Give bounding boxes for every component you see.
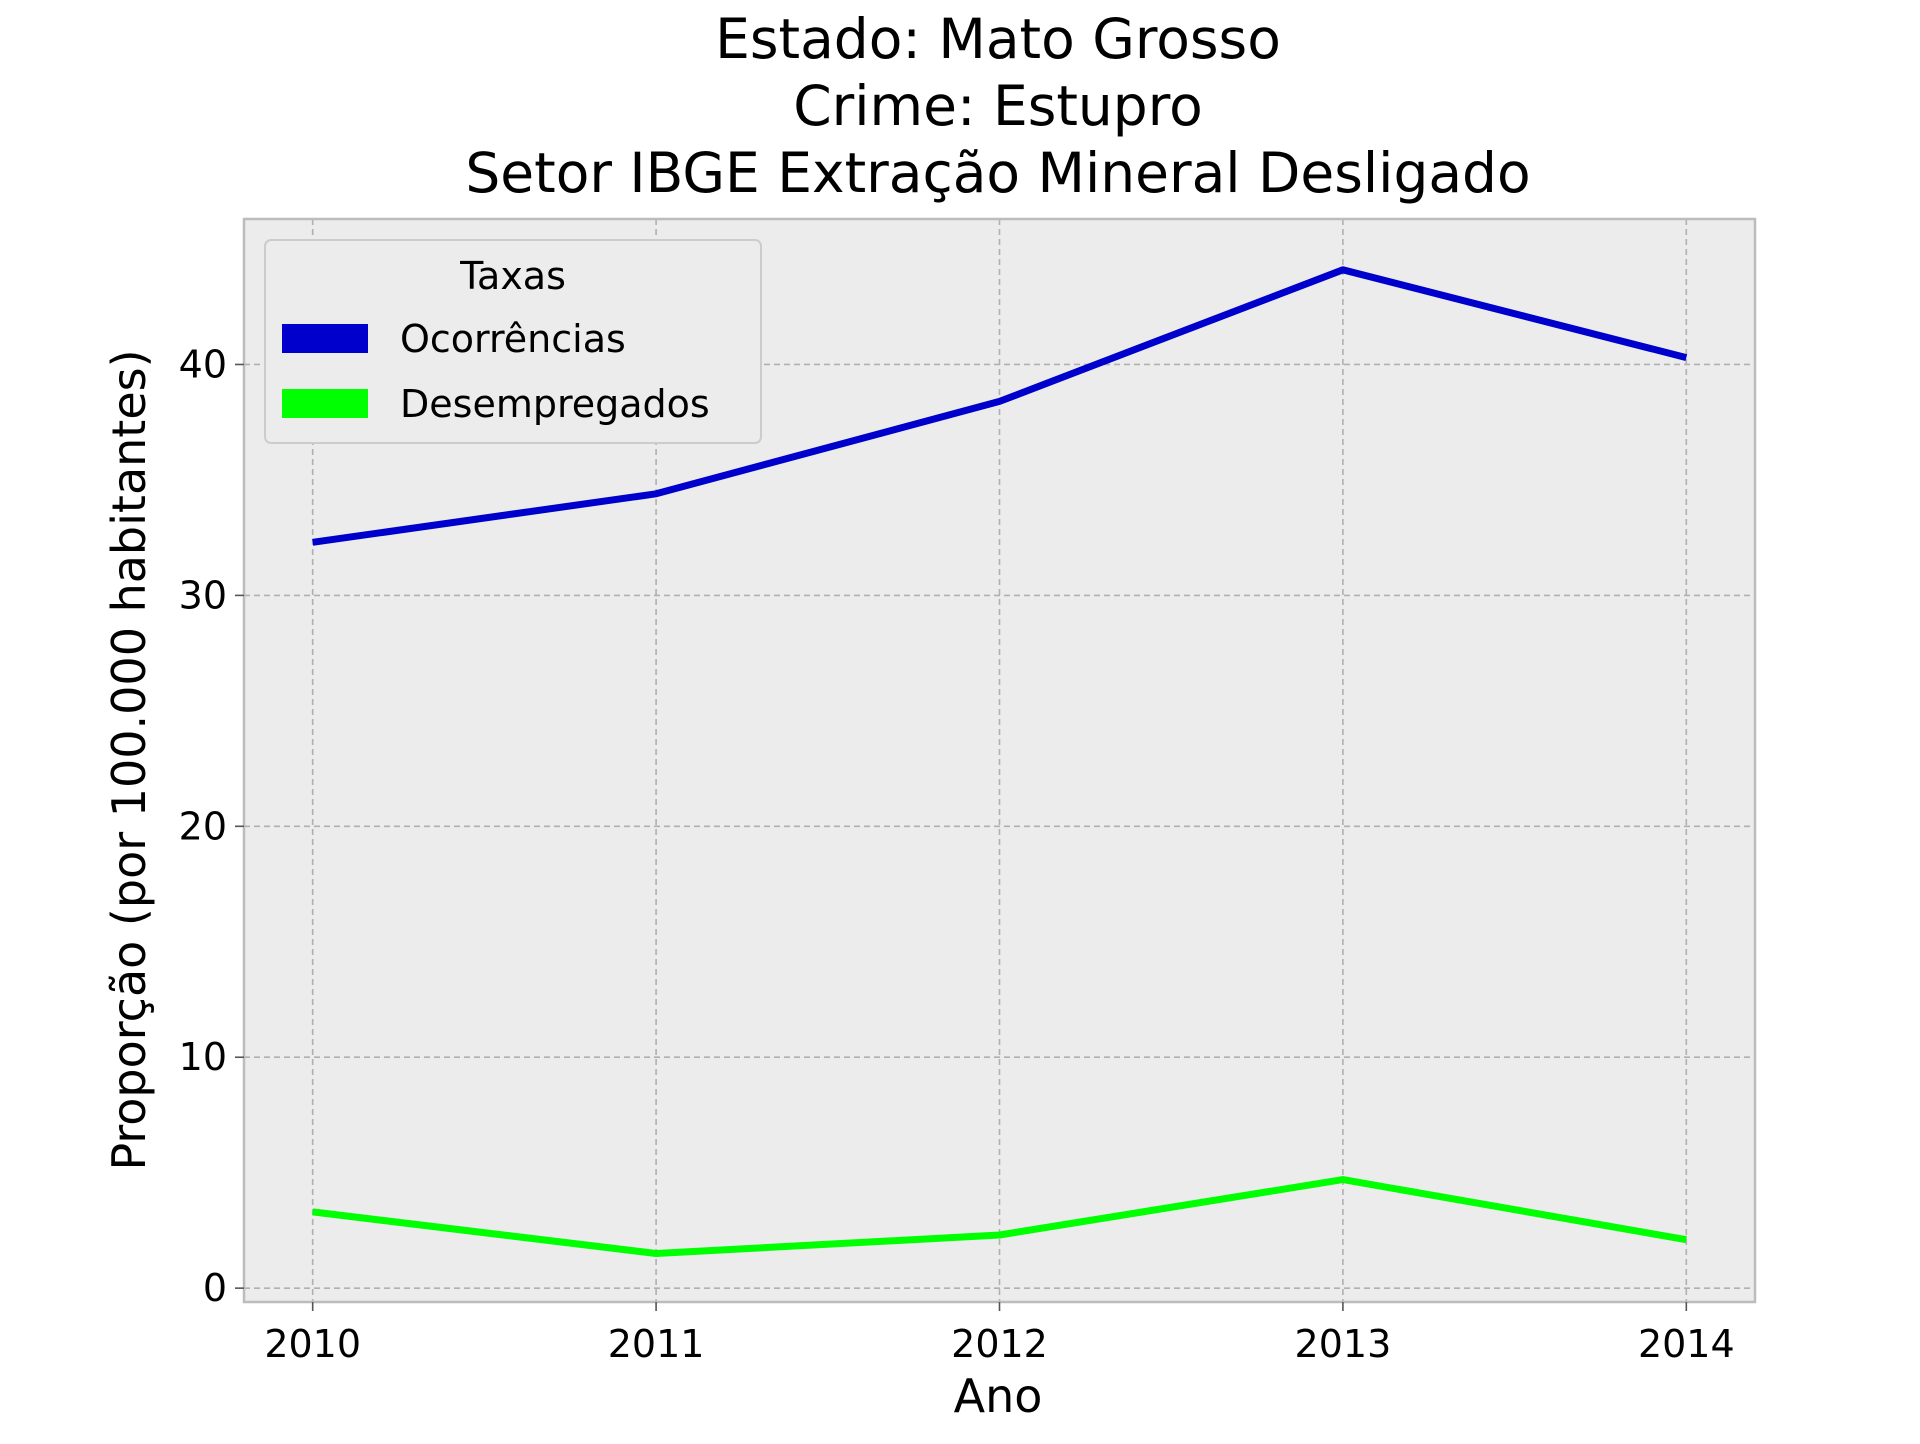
x-tick-label: 2010 <box>264 1322 361 1366</box>
y-tick-label: 20 <box>179 804 227 848</box>
series-line-1 <box>312 1176 1687 1257</box>
y-tick-label: 10 <box>179 1035 227 1079</box>
legend-label-ocorrencias: Ocorrências <box>400 317 626 361</box>
series-line-0 <box>312 266 1688 546</box>
title-line-1: Estado: Mato Grosso <box>715 7 1281 71</box>
title-line-2: Crime: Estupro <box>793 74 1203 138</box>
x-tick-label: 2013 <box>1295 1322 1392 1366</box>
title-line-3: Setor IBGE Extração Mineral Desligado <box>465 141 1530 205</box>
y-tick-label: 30 <box>179 573 227 617</box>
x-axis-label: Ano <box>954 1369 1043 1423</box>
legend-label-desempregados: Desempregados <box>400 382 710 426</box>
chart-title: Estado: Mato Grosso Crime: Estupro Setor… <box>465 7 1530 205</box>
ticks: 2010 2011 2012 2013 2014 0 10 20 30 40 <box>179 342 1735 1366</box>
y-axis-label: Proporção (por 100.000 habitantes) <box>102 349 156 1170</box>
legend-swatch-desempregados <box>282 389 368 418</box>
legend: Taxas Ocorrências Desempregados <box>264 239 762 444</box>
legend-box <box>264 239 762 444</box>
x-tick-label: 2014 <box>1638 1322 1735 1366</box>
y-tick-label: 40 <box>179 342 227 386</box>
y-tick-label: 0 <box>203 1266 227 1310</box>
x-tick-label: 2012 <box>951 1322 1048 1366</box>
legend-title: Taxas <box>459 254 566 298</box>
series-layer <box>312 266 1688 1257</box>
x-tick-label: 2011 <box>608 1322 705 1366</box>
legend-swatch-ocorrencias <box>282 324 368 353</box>
